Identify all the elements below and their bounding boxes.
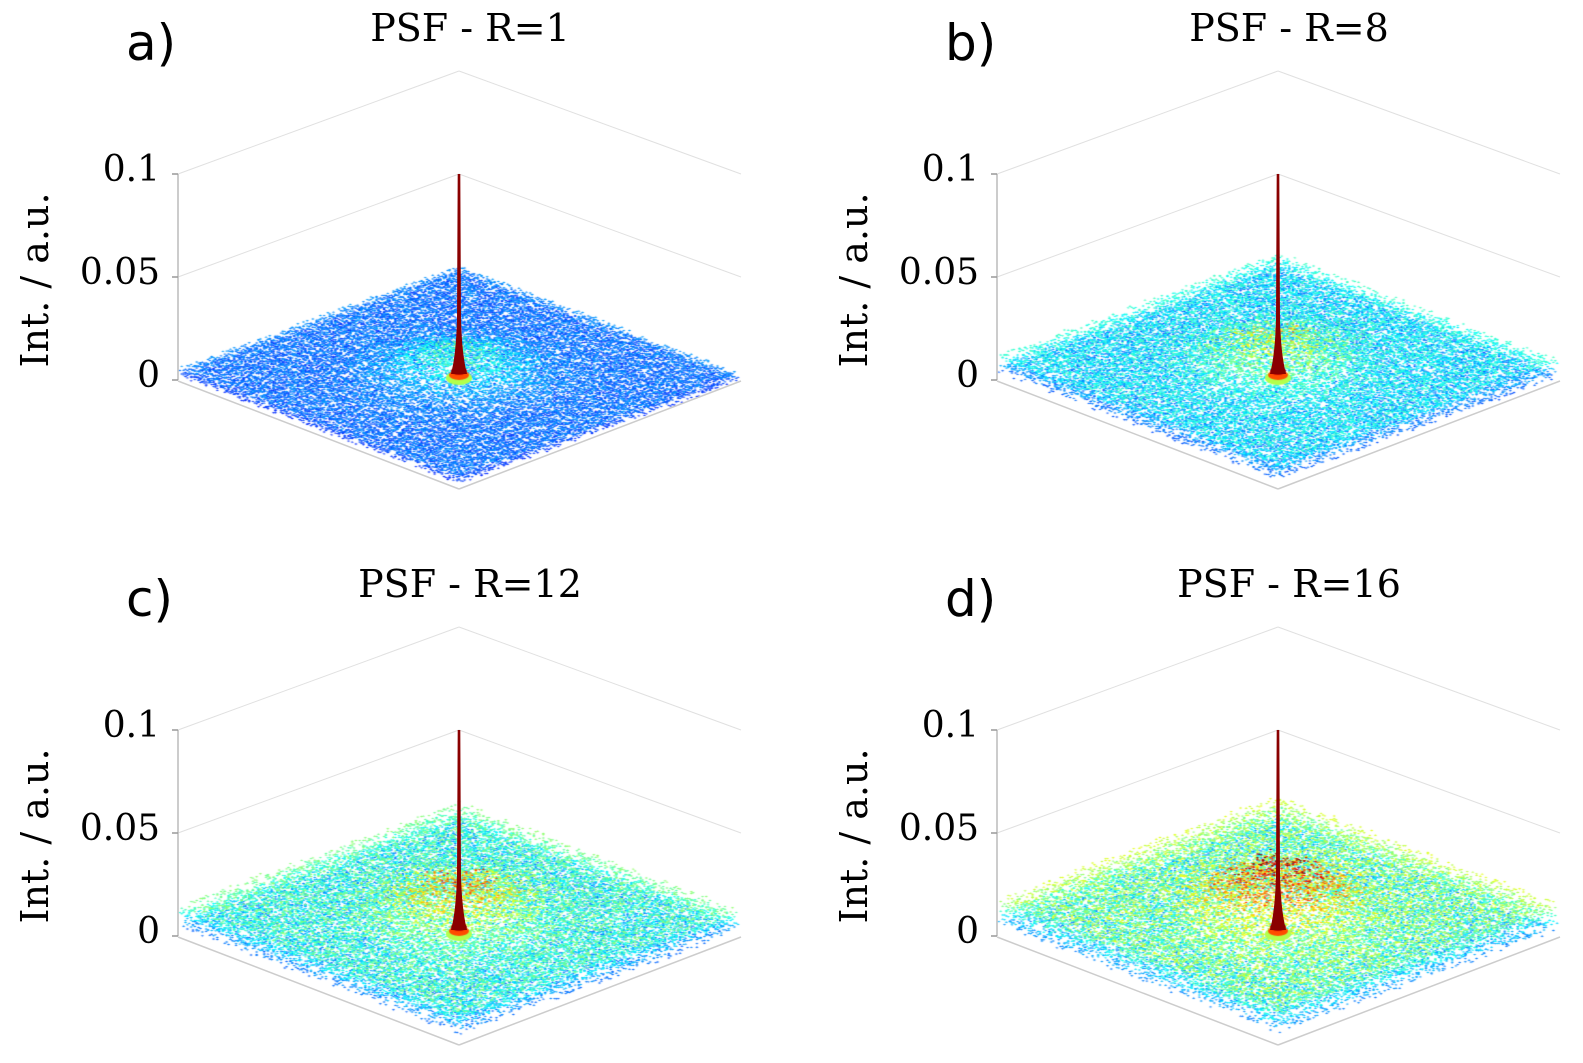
back-gridline [996, 729, 1279, 834]
z-tick-label: 0.05 [79, 252, 160, 293]
z-tick-label: 0.1 [102, 149, 160, 190]
panel-d: d) PSF - R=16 0 0.05 0.1 Int. / a.u. [819, 556, 1583, 1063]
x-axis [996, 380, 1279, 490]
back-gridline [177, 729, 460, 834]
panel-label: b) [945, 14, 997, 72]
back-gridline [996, 173, 1279, 278]
psf-peak [451, 730, 467, 930]
x-axis [177, 380, 460, 490]
x-axis [996, 936, 1279, 1046]
y-axis [1277, 380, 1561, 490]
z-axis-label: Int. / a.u. [832, 192, 876, 368]
back-gridline [458, 70, 742, 175]
y-axis [458, 380, 742, 490]
z-tick-label: 0 [956, 355, 979, 396]
panel-b: b) PSF - R=8 0 0.05 0.1 Int. / a.u. [819, 0, 1583, 540]
panel-label: d) [945, 570, 997, 628]
back-gridline [458, 626, 742, 731]
z-tick-label: 0 [137, 911, 160, 952]
panel-title: PSF - R=16 [1177, 562, 1401, 606]
z-tick-label: 0.05 [898, 252, 979, 293]
z-tick-label: 0.1 [921, 705, 979, 746]
z-axis-label: Int. / a.u. [832, 748, 876, 924]
panel-title: PSF - R=12 [358, 562, 582, 606]
back-gridline [177, 70, 460, 175]
back-gridline [1277, 729, 1561, 834]
z-tick-label: 0 [956, 911, 979, 952]
z-tick-label: 0.1 [921, 149, 979, 190]
back-gridline [1277, 173, 1561, 278]
x-axis [177, 936, 460, 1046]
panel-title: PSF - R=8 [1189, 6, 1389, 50]
panel-label: c) [126, 570, 173, 628]
panel-a: a) PSF - R=1 0 0.05 0.1 Int. / a.u. [0, 0, 800, 540]
z-tick-label: 0.05 [79, 808, 160, 849]
z-tick-label: 0.05 [898, 808, 979, 849]
panel-c: c) PSF - R=12 0 0.05 0.1 Int. / a.u. [0, 556, 800, 1063]
z-tick-label: 0 [137, 355, 160, 396]
back-gridline [458, 729, 742, 834]
z-tick-label: 0.1 [102, 705, 160, 746]
psf-peak [1270, 730, 1286, 930]
back-gridline [996, 70, 1279, 175]
y-axis [458, 936, 742, 1046]
back-gridline [177, 626, 460, 731]
z-axis-label: Int. / a.u. [13, 748, 57, 924]
back-gridline [458, 173, 742, 278]
back-gridline [1277, 70, 1561, 175]
back-gridline [996, 626, 1279, 731]
psf-peak [1270, 174, 1286, 374]
y-axis [1277, 936, 1561, 1046]
back-gridline [1277, 626, 1561, 731]
back-gridline [177, 173, 460, 278]
psf-peak [451, 174, 467, 374]
z-axis-label: Int. / a.u. [13, 192, 57, 368]
panel-label: a) [126, 14, 177, 72]
panel-title: PSF - R=1 [370, 6, 570, 50]
